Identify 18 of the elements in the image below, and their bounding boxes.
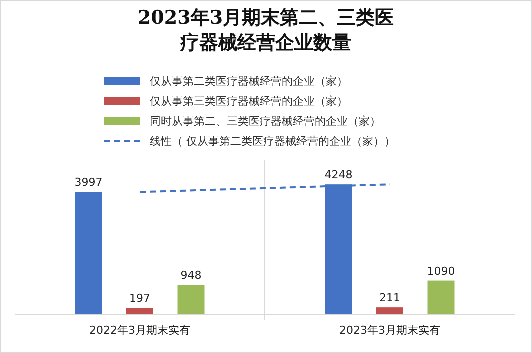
x-tick-label: 2022年3月期末实有 <box>90 324 190 337</box>
bar <box>376 308 404 314</box>
legend-label: 仅从事第二类医疗器械经营的企业（家） <box>150 75 348 88</box>
bar <box>75 192 102 314</box>
data-label: 3997 <box>74 176 103 190</box>
legend-label: 仅从事第三类医疗器械经营的企业（家） <box>150 95 348 108</box>
bar <box>428 280 455 314</box>
legend-label: 线性（ 仅从事第二类医疗器械经营的企业（家）） <box>150 135 396 148</box>
data-label: 948 <box>180 269 202 282</box>
data-label: 1090 <box>427 264 456 278</box>
chart-title: 2023年3月期末第二、三类医疗器械经营企业数量 <box>136 6 396 56</box>
data-label: 4248 <box>324 168 353 182</box>
bar <box>126 308 154 314</box>
data-label: 211 <box>380 292 400 305</box>
x-tick-label: 2023年3月期末实有 <box>340 324 440 337</box>
legend-label: 同时从事第二、三类医疗器械经营的企业（家） <box>150 115 381 128</box>
bar <box>178 285 205 314</box>
data-label: 197 <box>130 292 150 305</box>
